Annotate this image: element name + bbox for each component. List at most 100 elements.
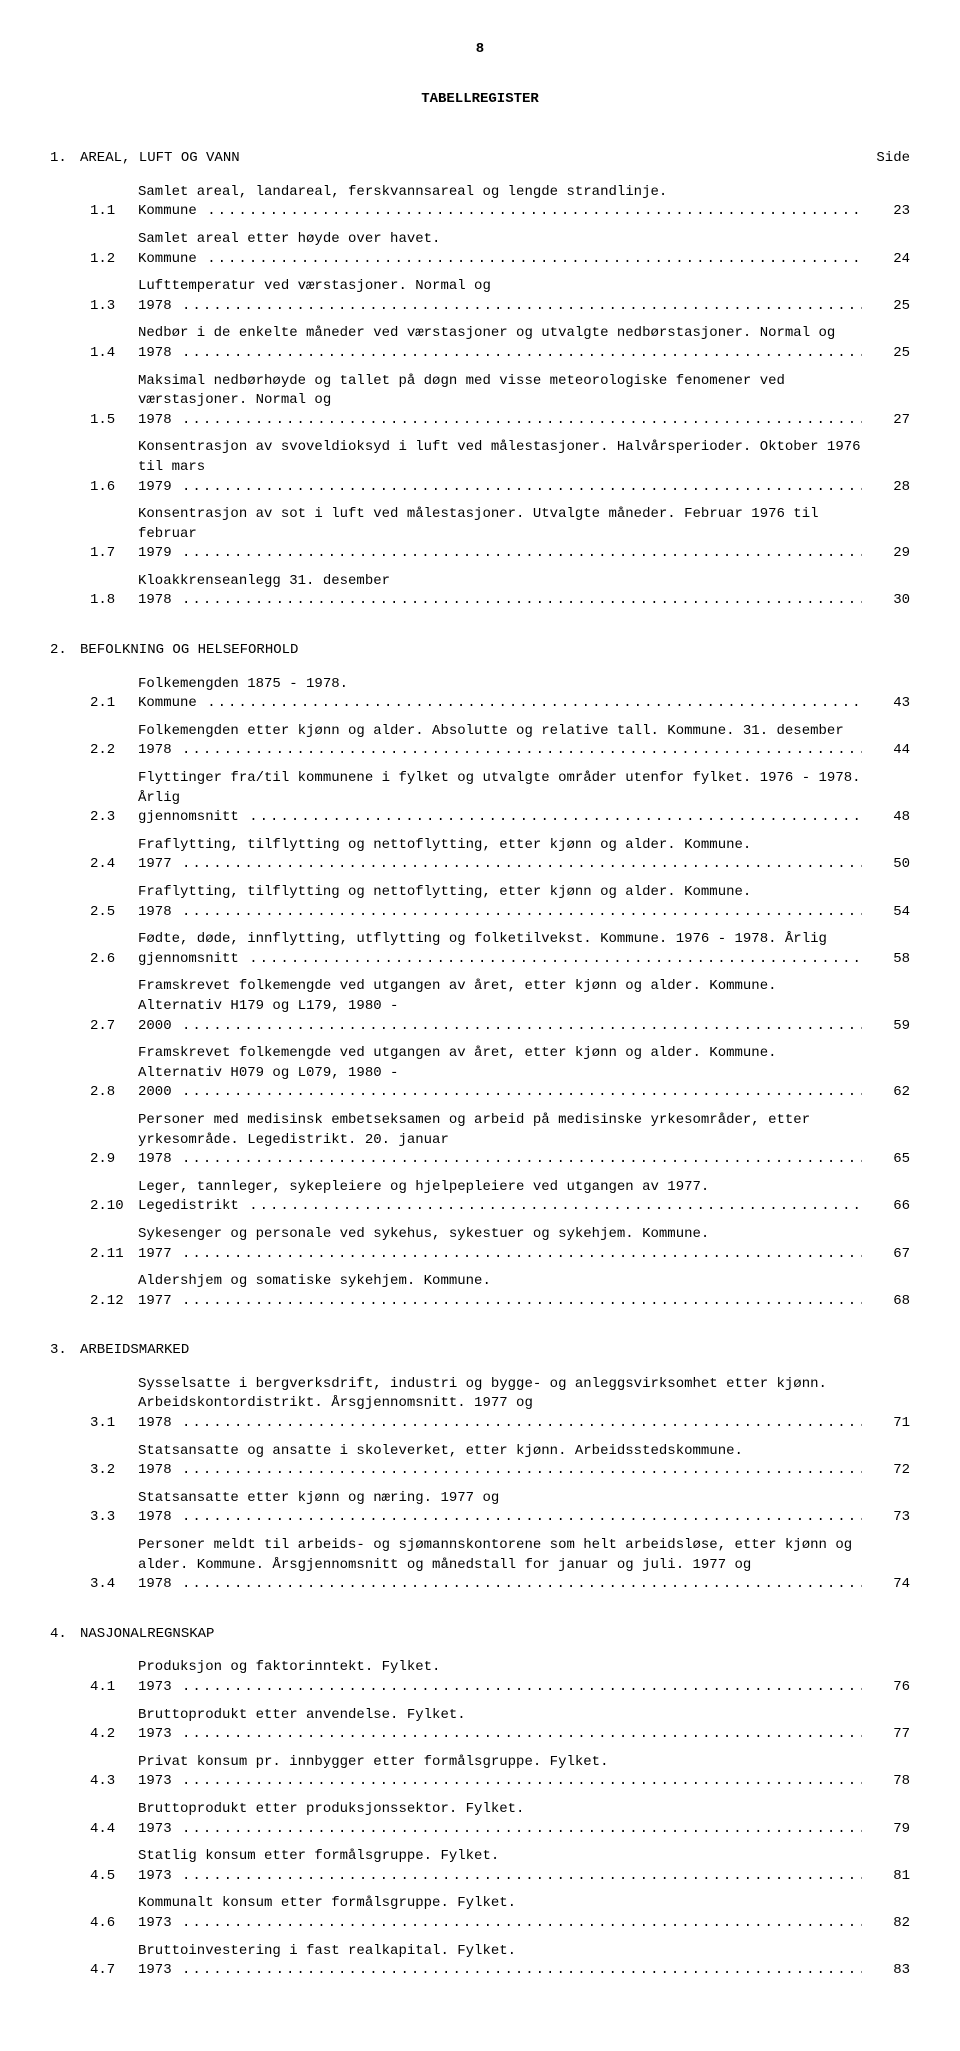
entry-page: 50	[862, 855, 910, 875]
entry-text: Leger, tannleger, sykepleiere og hjelpep…	[138, 1178, 862, 1217]
entry-page: 25	[862, 297, 910, 317]
entry-number: 2.7	[90, 1017, 138, 1037]
section-title: ARBEIDSMARKED	[80, 1341, 910, 1361]
entry-page: 79	[862, 1820, 910, 1840]
toc-entry: 1.2Samlet areal etter høyde over havet. …	[50, 230, 910, 269]
entry-text: Statsansatte etter kjønn og næring. 1977…	[138, 1489, 862, 1528]
toc-entry: 3.3Statsansatte etter kjønn og næring. 1…	[50, 1489, 910, 1528]
entry-page: 78	[862, 1772, 910, 1792]
entry-page: 44	[862, 741, 910, 761]
toc-entry: 2.3Flyttinger fra/til kommunene i fylket…	[50, 769, 910, 828]
entry-number: 1.7	[90, 544, 138, 564]
entry-text: Produksjon og faktorinntekt. Fylket. 197…	[138, 1658, 862, 1697]
toc-section: 3.ARBEIDSMARKED 3.1Sysselsatte i bergverk…	[50, 1341, 910, 1595]
entry-page: 58	[862, 950, 910, 970]
toc-section: 1.AREAL, LUFT OG VANNSide1.1Samlet areal…	[50, 149, 910, 611]
toc-entry: 1.6Konsentrasjon av svoveldioksyd i luft…	[50, 438, 910, 497]
section-header: 2.BEFOLKNING OG HELSEFORHOLD	[50, 641, 910, 661]
entry-text: Bruttoprodukt etter produksjonssektor. F…	[138, 1800, 862, 1839]
entry-page: 30	[862, 591, 910, 611]
toc-entry: 1.8Kloakkrenseanlegg 31. desember 197830	[50, 572, 910, 611]
entry-text: Sysselsatte i bergverksdrift, industri o…	[138, 1375, 862, 1434]
entry-number: 2.5	[90, 903, 138, 923]
toc-entry: 2.8Framskrevet folkemengde ved utgangen …	[50, 1044, 910, 1103]
entry-text: Konsentrasjon av sot i luft ved målestas…	[138, 505, 862, 564]
section-number: 3.	[50, 1341, 80, 1361]
toc-entry: 2.12Aldershjem og somatiske sykehjem. Ko…	[50, 1272, 910, 1311]
entry-number: 1.2	[90, 250, 138, 270]
entry-text: Privat konsum pr. innbygger etter formål…	[138, 1753, 862, 1792]
entry-page: 65	[862, 1150, 910, 1170]
entry-number: 2.9	[90, 1150, 138, 1170]
entry-text: Statlig konsum etter formålsgruppe. Fylk…	[138, 1847, 862, 1886]
section-number: 2.	[50, 641, 80, 661]
entry-text: Bruttoprodukt etter anvendelse. Fylket. …	[138, 1706, 862, 1745]
toc-section: 2.BEFOLKNING OG HELSEFORHOLD 2.1Folkemeng…	[50, 641, 910, 1311]
entry-number: 4.5	[90, 1867, 138, 1887]
entry-text: Sykesenger og personale ved sykehus, syk…	[138, 1225, 862, 1264]
entry-number: 4.7	[90, 1961, 138, 1981]
entry-number: 4.4	[90, 1820, 138, 1840]
entry-text: Lufttemperatur ved værstasjoner. Normal …	[138, 277, 862, 316]
toc-entry: 2.6Fødte, døde, innflytting, utflytting …	[50, 930, 910, 969]
entry-text: Samlet areal etter høyde over havet. Kom…	[138, 230, 862, 269]
entry-page: 62	[862, 1083, 910, 1103]
side-label: Side	[870, 149, 910, 169]
entry-number: 2.12	[90, 1292, 138, 1312]
toc-entry: 2.9Personer med medisinsk embetseksamen …	[50, 1111, 910, 1170]
entry-number: 2.6	[90, 950, 138, 970]
toc-entry: 2.7Framskrevet folkemengde ved utgangen …	[50, 977, 910, 1036]
entry-page: 82	[862, 1914, 910, 1934]
entry-page: 66	[862, 1197, 910, 1217]
entry-text: Flyttinger fra/til kommunene i fylket og…	[138, 769, 862, 828]
entry-text: Konsentrasjon av svoveldioksyd i luft ve…	[138, 438, 862, 497]
toc-entry: 4.7Bruttoinvestering i fast realkapital.…	[50, 1942, 910, 1981]
entry-page: 67	[862, 1245, 910, 1265]
entry-page: 72	[862, 1461, 910, 1481]
entry-text: Folkemengden 1875 - 1978. Kommune	[138, 675, 862, 714]
entry-number: 4.2	[90, 1725, 138, 1745]
entry-number: 2.1	[90, 694, 138, 714]
entry-page: 74	[862, 1575, 910, 1595]
entry-text: Folkemengden etter kjønn og alder. Absol…	[138, 722, 862, 761]
toc-entry: 2.5Fraflytting, tilflytting og nettoflyt…	[50, 883, 910, 922]
toc-entry: 3.4Personer meldt til arbeids- og sjøman…	[50, 1536, 910, 1595]
document-title: TABELLREGISTER	[50, 90, 910, 110]
entry-page: 81	[862, 1867, 910, 1887]
entry-page: 77	[862, 1725, 910, 1745]
entry-text: Personer med medisinsk embetseksamen og …	[138, 1111, 862, 1170]
entry-text: Statsansatte og ansatte i skoleverket, e…	[138, 1442, 862, 1481]
entry-number: 4.6	[90, 1914, 138, 1934]
section-title: AREAL, LUFT OG VANN	[80, 149, 870, 169]
toc-entry: 2.4Fraflytting, tilflytting og nettoflyt…	[50, 836, 910, 875]
toc-entry: 1.7Konsentrasjon av sot i luft ved måles…	[50, 505, 910, 564]
entry-number: 1.3	[90, 297, 138, 317]
entry-page: 68	[862, 1292, 910, 1312]
entry-text: Samlet areal, landareal, ferskvannsareal…	[138, 183, 862, 222]
entry-number: 1.5	[90, 411, 138, 431]
entry-number: 4.3	[90, 1772, 138, 1792]
section-number: 1.	[50, 149, 80, 169]
entry-number: 1.6	[90, 478, 138, 498]
entry-page: 43	[862, 694, 910, 714]
entry-number: 3.4	[90, 1575, 138, 1595]
toc-entry: 4.4Bruttoprodukt etter produksjonssektor…	[50, 1800, 910, 1839]
section-header: 1.AREAL, LUFT OG VANNSide	[50, 149, 910, 169]
entry-text: Fødte, døde, innflytting, utflytting og …	[138, 930, 862, 969]
entry-page: 59	[862, 1017, 910, 1037]
entry-number: 1.8	[90, 591, 138, 611]
section-header: 4.NASJONALREGNSKAP	[50, 1625, 910, 1645]
toc-entry: 3.2Statsansatte og ansatte i skoleverket…	[50, 1442, 910, 1481]
entry-number: 2.11	[90, 1245, 138, 1265]
toc-entry: 1.4Nedbør i de enkelte måneder ved værst…	[50, 324, 910, 363]
entry-text: Maksimal nedbørhøyde og tallet på døgn m…	[138, 372, 862, 431]
entry-page: 23	[862, 202, 910, 222]
toc-entry: 2.1Folkemengden 1875 - 1978. Kommune43	[50, 675, 910, 714]
toc-entry: 2.11Sykesenger og personale ved sykehus,…	[50, 1225, 910, 1264]
entry-page: 28	[862, 478, 910, 498]
toc-entry: 3.1Sysselsatte i bergverksdrift, industr…	[50, 1375, 910, 1434]
toc-entry: 2.10Leger, tannleger, sykepleiere og hje…	[50, 1178, 910, 1217]
entry-text: Framskrevet folkemengde ved utgangen av …	[138, 1044, 862, 1103]
entry-page: 71	[862, 1414, 910, 1434]
toc-entry: 2.2Folkemengden etter kjønn og alder. Ab…	[50, 722, 910, 761]
